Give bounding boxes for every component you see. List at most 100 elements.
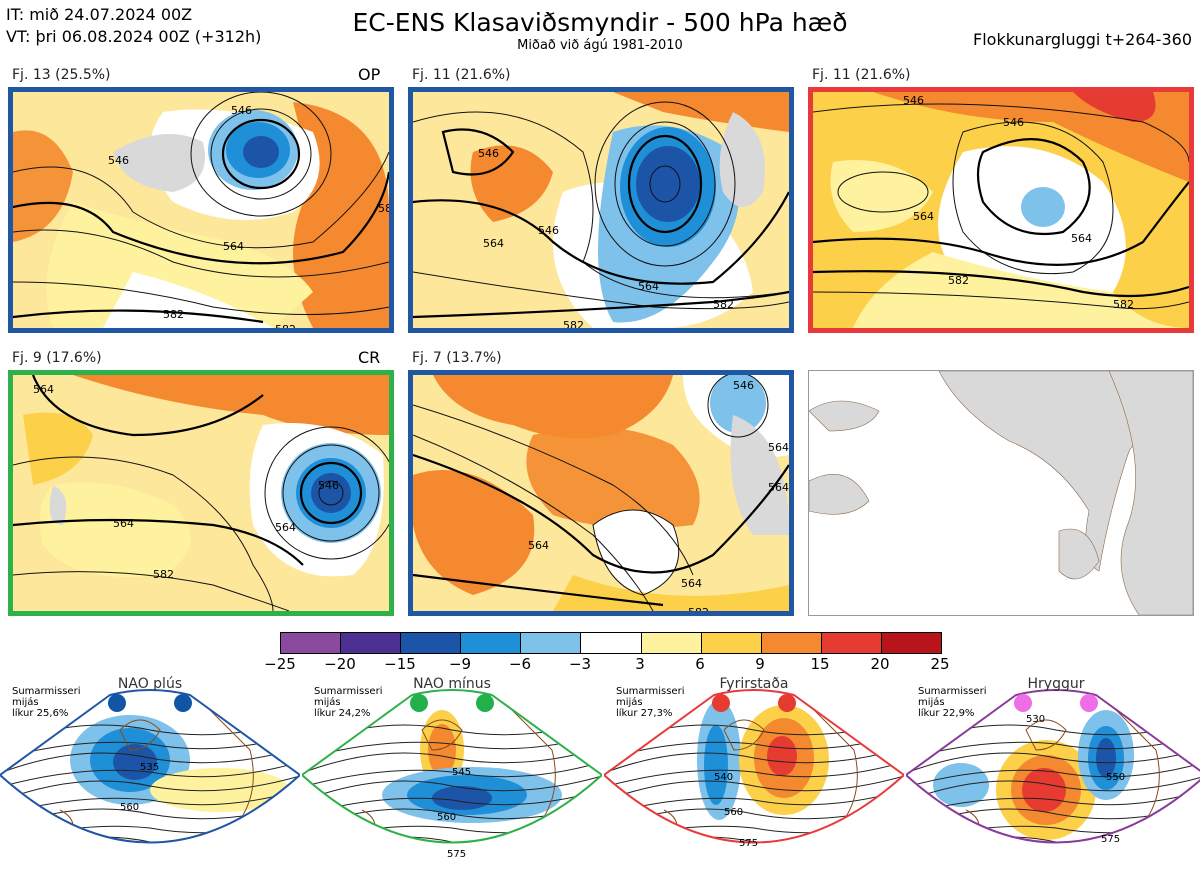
contour-label: 564 xyxy=(768,441,789,454)
contour-label: 564 xyxy=(768,481,789,494)
regime-marker-dot xyxy=(778,694,796,712)
contour-label: 540 xyxy=(714,772,733,783)
classification-window: Flokkunargluggi t+264-360 xyxy=(973,30,1192,49)
colorbar-segment xyxy=(641,633,702,653)
cluster-map-5: 546 564 564 564 582 564 xyxy=(408,370,794,616)
contour-label: 546 xyxy=(733,379,754,392)
colorbar-segment xyxy=(341,633,402,653)
regime-note: Sumarmisseri mijás líkur 22,9% xyxy=(918,686,986,719)
panel-5-label: Fj. 7 (13.7%) xyxy=(412,350,502,366)
page-title: EC-ENS Klasaviðsmyndir - 500 hPa hæð xyxy=(352,8,848,37)
colorbar-segment xyxy=(761,633,822,653)
panel-1-tag: OP xyxy=(358,65,381,84)
contour-label: 575 xyxy=(447,849,466,860)
empty-map-panel xyxy=(808,370,1194,616)
regime-note-line: Sumarmisseri xyxy=(918,686,987,697)
panel-1-label: Fj. 13 (25.5%) xyxy=(12,67,111,83)
cluster-map-1: 546 546 564 582 582 582 xyxy=(8,87,394,333)
colorbar-tick: 20 xyxy=(870,655,890,673)
cluster-map-4: 564 546 564 564 582 xyxy=(8,370,394,616)
regime-note: Sumarmisseri mijás líkur 24,2% xyxy=(314,686,382,719)
contour-label: 564 xyxy=(638,280,659,293)
colorbar-tick: −6 xyxy=(508,655,532,673)
colorbar-tick: 9 xyxy=(755,655,765,673)
contour-label: 575 xyxy=(739,838,758,849)
regime-title: Fyrirstaða xyxy=(719,676,789,692)
regime-marker-dot xyxy=(108,694,126,712)
colorbar-tick: 15 xyxy=(810,655,830,673)
contour-label: 564 xyxy=(113,517,134,530)
contour-label: 560 xyxy=(724,807,743,818)
contour-label: 582 xyxy=(163,308,184,321)
regime-map: 545 560 575 xyxy=(302,689,602,860)
regime-note-line: mijás xyxy=(12,697,39,708)
panel-3-label: Fj. 11 (21.6%) xyxy=(812,67,911,83)
contour-label: 564 xyxy=(1071,232,1092,245)
colorbar xyxy=(280,632,942,654)
contour-label: 582 xyxy=(713,298,734,311)
contour-label: 546 xyxy=(231,104,252,117)
colorbar-segment xyxy=(821,633,882,653)
colorbar-segment xyxy=(881,633,942,653)
panel-4-label: Fj. 9 (17.6%) xyxy=(12,350,102,366)
colorbar-tick: −20 xyxy=(324,655,356,673)
regime-marker-dot xyxy=(1080,694,1098,712)
colorbar-tick: −9 xyxy=(448,655,472,673)
contour-label: 535 xyxy=(140,762,159,773)
regime-note-line: líkur 25,6% xyxy=(12,708,69,719)
regime-note-line: Sumarmisseri xyxy=(616,686,685,697)
contour-label: 582 xyxy=(1113,298,1134,311)
colorbar-segment xyxy=(461,633,522,653)
regime-note-line: líkur 22,9% xyxy=(918,708,975,719)
regime-marker-dot xyxy=(476,694,494,712)
regime-title: NAO mínus xyxy=(413,676,491,692)
contour-label: 560 xyxy=(437,812,456,823)
regime-map: 540 560 575 xyxy=(604,689,904,849)
regime-note-line: líkur 24,2% xyxy=(314,708,371,719)
regime-note-line: mijás xyxy=(616,697,643,708)
contour-label: 546 xyxy=(1003,116,1024,129)
contour-label: 546 xyxy=(478,147,499,160)
regime-note-line: líkur 27,3% xyxy=(616,708,673,719)
colorbar-tick: 6 xyxy=(695,655,705,673)
panel-2-label: Fj. 11 (21.6%) xyxy=(412,67,511,83)
contour-label: 564 xyxy=(483,237,504,250)
colorbar-segment xyxy=(521,633,582,653)
contour-label: 564 xyxy=(223,240,244,253)
init-time: IT: mið 24.07.2024 00Z xyxy=(6,5,193,24)
contour-label: 530 xyxy=(1026,714,1045,725)
cluster-map-3: 546 546 564 564 582 582 xyxy=(808,87,1194,333)
regime-note-line: Sumarmisseri xyxy=(314,686,383,697)
colorbar-tick: −25 xyxy=(264,655,296,673)
regime-marker-dot xyxy=(1014,694,1032,712)
colorbar-tick: 25 xyxy=(930,655,950,673)
regime-note-line: Sumarmisseri xyxy=(12,686,81,697)
contour-label: 546 xyxy=(108,154,129,167)
contour-label: 550 xyxy=(1106,772,1125,783)
colorbar-tick: −15 xyxy=(384,655,416,673)
colorbar-segment xyxy=(281,633,342,653)
page-subtitle: Miðað við ágú 1981-2010 xyxy=(517,38,683,53)
header-left: IT: mið 24.07.2024 00Z VT: þri 06.08.202… xyxy=(6,4,261,48)
contour-label: 582 xyxy=(688,606,709,611)
colorbar-segment xyxy=(401,633,462,653)
contour-label: 546 xyxy=(318,479,339,492)
contour-label: 564 xyxy=(33,383,54,396)
regime-map: 530 550 575 xyxy=(906,689,1200,845)
regime-note: Sumarmisseri mijás líkur 25,6% xyxy=(12,686,80,719)
contour-label: 582 xyxy=(153,568,174,581)
contour-label: 564 xyxy=(681,577,702,590)
contour-label: 546 xyxy=(538,224,559,237)
regime-note: Sumarmisseri mijás líkur 27,3% xyxy=(616,686,684,719)
colorbar-segment xyxy=(581,633,642,653)
regime-title: Hryggur xyxy=(1027,676,1085,692)
regime-marker-dot xyxy=(174,694,192,712)
valid-time: VT: þri 06.08.2024 00Z (+312h) xyxy=(6,27,262,46)
contour-label: 575 xyxy=(1101,834,1120,845)
contour-label: 564 xyxy=(528,539,549,552)
regime-note-line: mijás xyxy=(314,697,341,708)
cluster-map-2: 546 546 564 564 582 582 xyxy=(408,87,794,333)
contour-label: 582 xyxy=(563,319,584,328)
regime-map: 535 560 xyxy=(0,689,300,844)
contour-label: 582 xyxy=(948,274,969,287)
